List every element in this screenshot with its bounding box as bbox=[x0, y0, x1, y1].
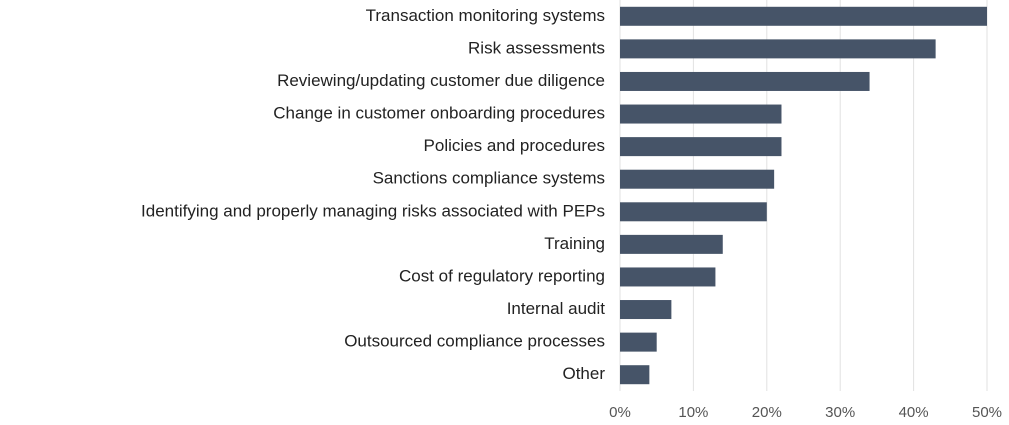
y-tick-label: Training bbox=[544, 234, 605, 253]
bar bbox=[620, 300, 672, 320]
y-tick-label: Outsourced compliance processes bbox=[344, 332, 605, 351]
bar bbox=[620, 202, 767, 222]
bar bbox=[620, 234, 723, 254]
bar bbox=[620, 137, 782, 157]
bar bbox=[620, 104, 782, 124]
y-tick-label: Sanctions compliance systems bbox=[373, 169, 605, 188]
bar bbox=[620, 365, 650, 385]
y-tick-label: Change in customer onboarding procedures bbox=[273, 104, 605, 123]
y-tick-label: Other bbox=[562, 364, 605, 383]
bar bbox=[620, 6, 987, 26]
y-tick-label: Internal audit bbox=[507, 299, 606, 318]
y-tick-label: Policies and procedures bbox=[424, 136, 605, 155]
x-tick-label: 20% bbox=[752, 404, 782, 421]
x-tick-label: 50% bbox=[972, 404, 1002, 421]
y-tick-label: Cost of regulatory reporting bbox=[399, 266, 605, 285]
y-tick-label: Reviewing/updating customer due diligenc… bbox=[277, 71, 605, 90]
x-tick-label: 40% bbox=[899, 404, 929, 421]
y-tick-label: Identifying and properly managing risks … bbox=[141, 201, 605, 220]
bar bbox=[620, 71, 870, 91]
bar bbox=[620, 267, 716, 287]
x-tick-label: 0% bbox=[609, 404, 631, 421]
y-tick-label: Risk assessments bbox=[468, 38, 605, 57]
x-tick-label: 30% bbox=[825, 404, 855, 421]
bar bbox=[620, 169, 775, 189]
bar bbox=[620, 332, 657, 352]
x-tick-label: 10% bbox=[678, 404, 708, 421]
y-tick-label: Transaction monitoring systems bbox=[366, 6, 605, 25]
bar bbox=[620, 39, 936, 59]
